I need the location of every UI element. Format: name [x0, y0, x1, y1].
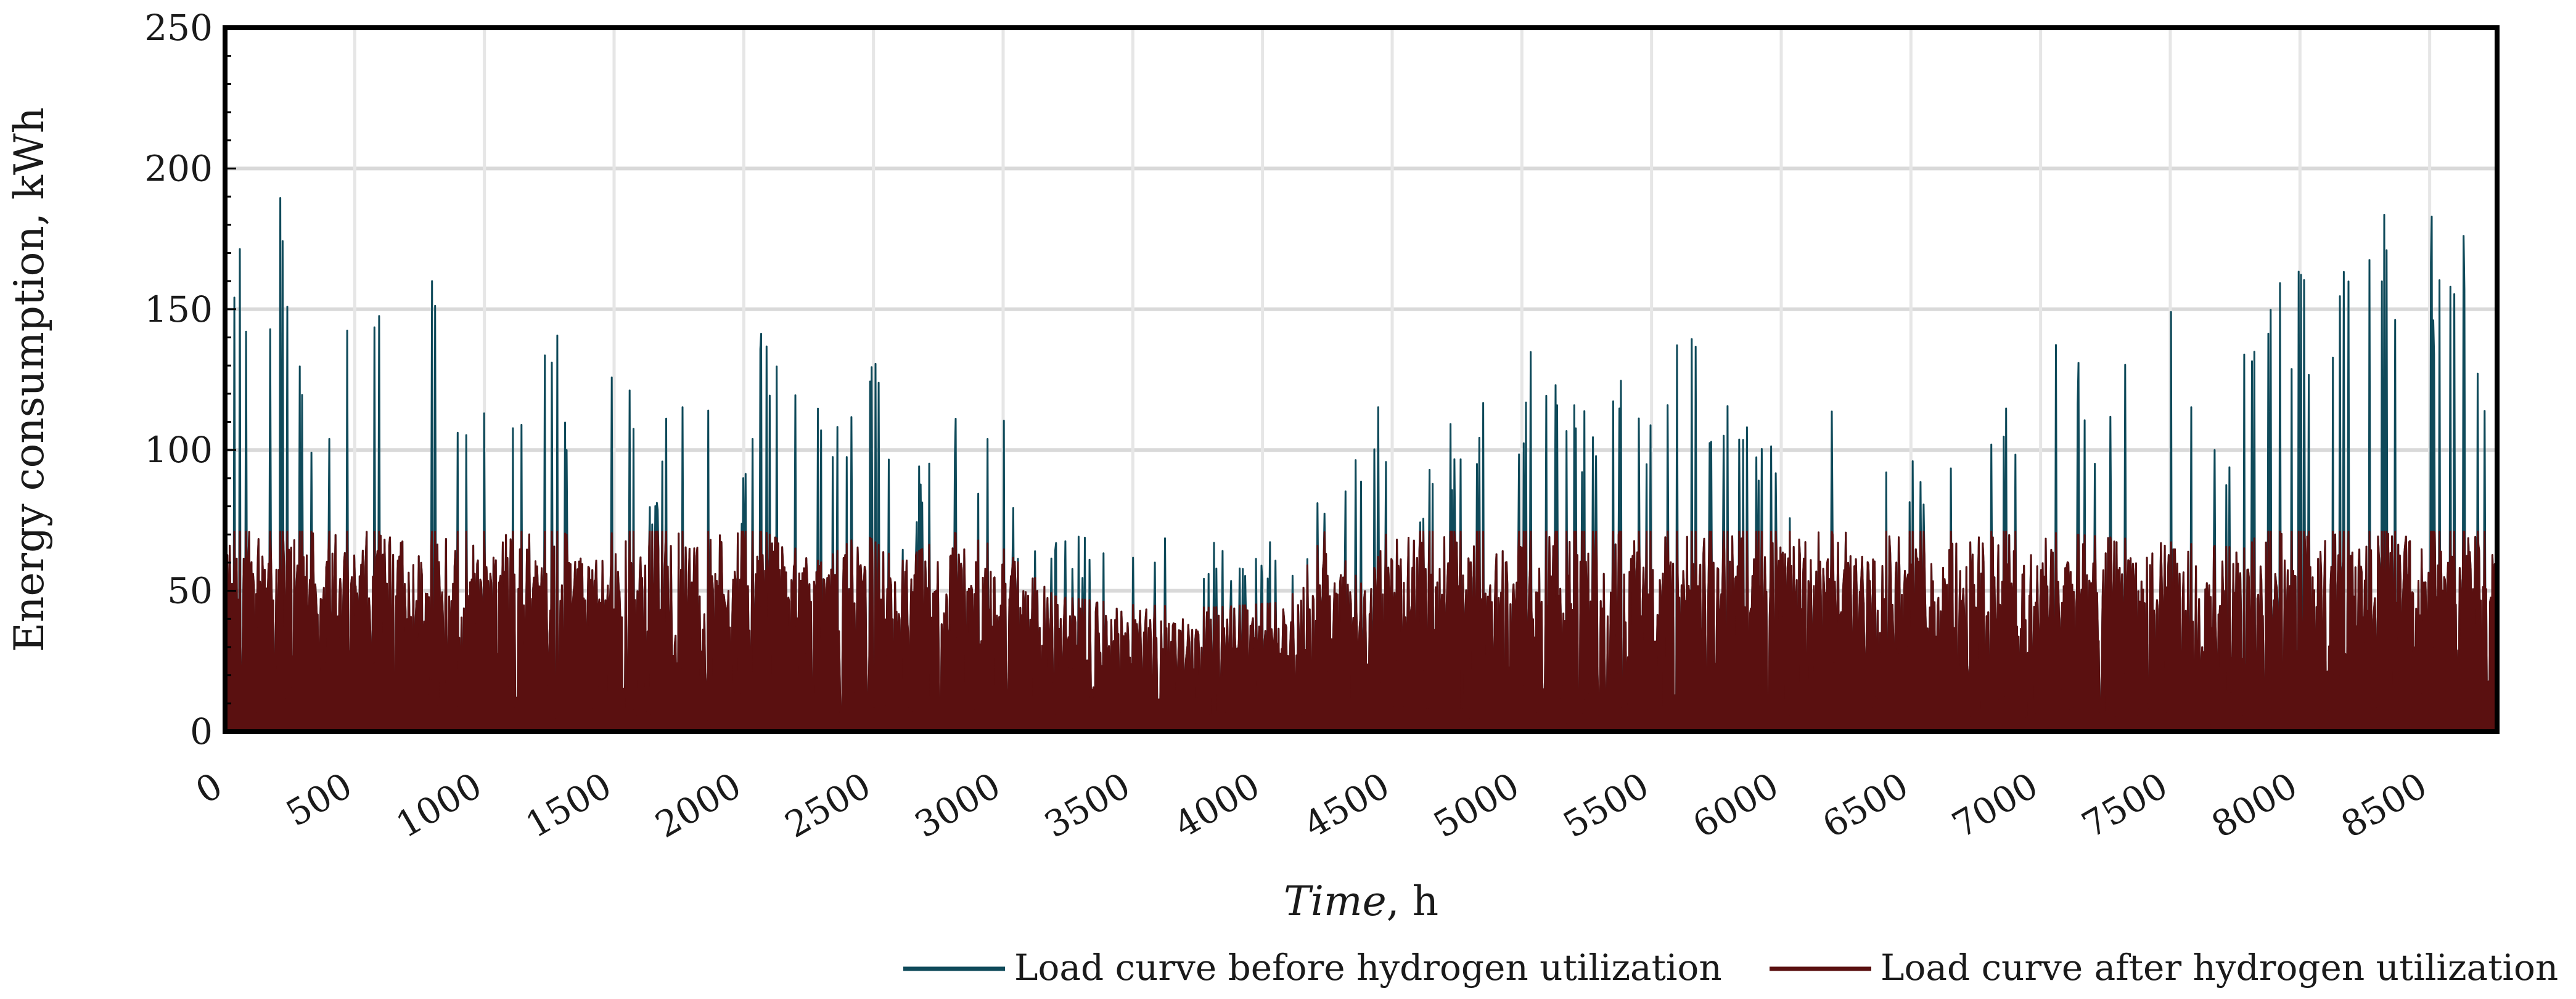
x-axis-title: Time, h: [1284, 878, 1438, 925]
x-tick-label: 2500: [778, 764, 878, 846]
x-axis-title-italic: Time: [1284, 878, 1387, 925]
y-axis: 0 50 100 150 200 250: [144, 7, 236, 752]
x-tick-label: 6500: [1815, 764, 1915, 846]
x-tick-label: 8000: [2204, 764, 2304, 846]
x-tick-label: 1500: [519, 764, 618, 846]
x-tick-label: 7500: [2075, 764, 2175, 846]
y-tick-label: 150: [144, 288, 213, 330]
y-tick-label: 50: [167, 570, 213, 612]
y-tick-label: 0: [190, 711, 213, 752]
x-tick-label: 8500: [2334, 764, 2434, 846]
x-tick-label: 500: [279, 764, 359, 834]
legend-label-after: Load curve after hydrogen utilization: [1881, 947, 2558, 989]
x-tick-label: 4000: [1167, 764, 1267, 846]
x-tick-label: 2000: [648, 764, 748, 846]
y-tick-label: 200: [144, 147, 213, 189]
x-tick-label: 4500: [1297, 764, 1397, 846]
y-tick-label: 250: [144, 7, 213, 49]
legend: Load curve before hydrogen utilization L…: [903, 947, 2558, 989]
x-tick-label: 7000: [1945, 764, 2045, 846]
x-tick-label: 5000: [1426, 764, 1526, 846]
series-after-area: [225, 531, 2497, 732]
x-tick-label: 0: [189, 764, 229, 812]
plot-frame: [223, 25, 2500, 734]
x-axis-title-unit: , h: [1387, 878, 1438, 925]
x-tick-label: 5500: [1556, 764, 1656, 846]
x-tick-label: 3000: [908, 764, 1007, 846]
plot-area: [225, 197, 2497, 732]
series-after-hydrogen: [225, 531, 2497, 732]
x-tick-label: 6000: [1686, 764, 1786, 846]
x-tick-label: 1000: [389, 764, 489, 846]
y-axis-title: Energy consumption, kWh: [6, 107, 53, 652]
legend-label-before: Load curve before hydrogen utilization: [1014, 947, 1722, 989]
y-tick-label: 100: [144, 429, 213, 471]
x-tick-label: 3500: [1037, 764, 1137, 846]
x-axis: 0 500 1000 1500 2000 2500 3000 3500 4000 4500 5000…: [189, 764, 2434, 846]
